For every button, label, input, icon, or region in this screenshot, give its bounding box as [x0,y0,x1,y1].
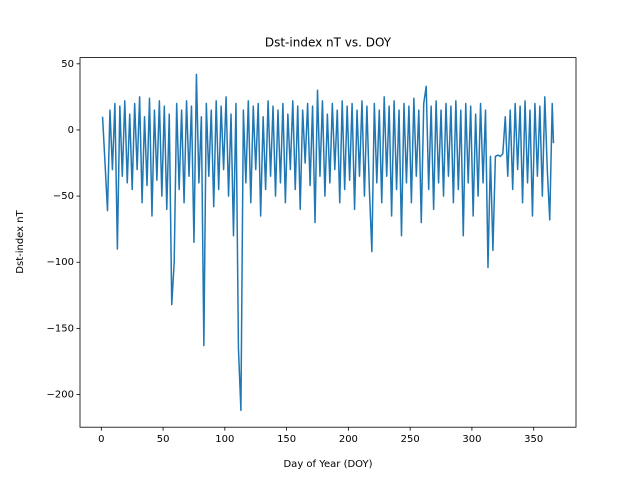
y-tick-label: −50 [53,191,74,202]
chart-title: Dst-index nT vs. DOY [265,36,392,50]
x-tick-label: 350 [524,434,543,445]
y-tick-label: 50 [61,59,74,70]
y-tick-label: 0 [68,125,74,136]
x-tick-label: 150 [277,434,296,445]
x-tick-label: 250 [401,434,420,445]
x-tick-label: 0 [98,434,104,445]
y-tick-label: −150 [47,323,74,334]
data-line [101,73,555,412]
x-tick-label: 200 [339,434,358,445]
y-tick-label: −200 [47,390,74,401]
y-tick-label: −100 [47,257,74,268]
x-tick-label: 50 [157,434,170,445]
x-tick-label: 300 [462,434,481,445]
x-axis-label: Day of Year (DOY) [283,459,372,470]
x-tick-label: 100 [215,434,234,445]
plot-area [101,73,555,412]
axes-frame [79,57,577,428]
y-axis-label: Dst-index nT [15,209,26,273]
